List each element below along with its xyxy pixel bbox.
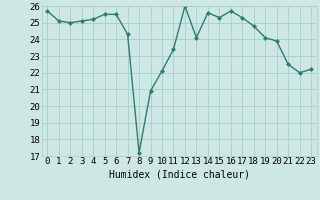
X-axis label: Humidex (Indice chaleur): Humidex (Indice chaleur) bbox=[109, 169, 250, 179]
